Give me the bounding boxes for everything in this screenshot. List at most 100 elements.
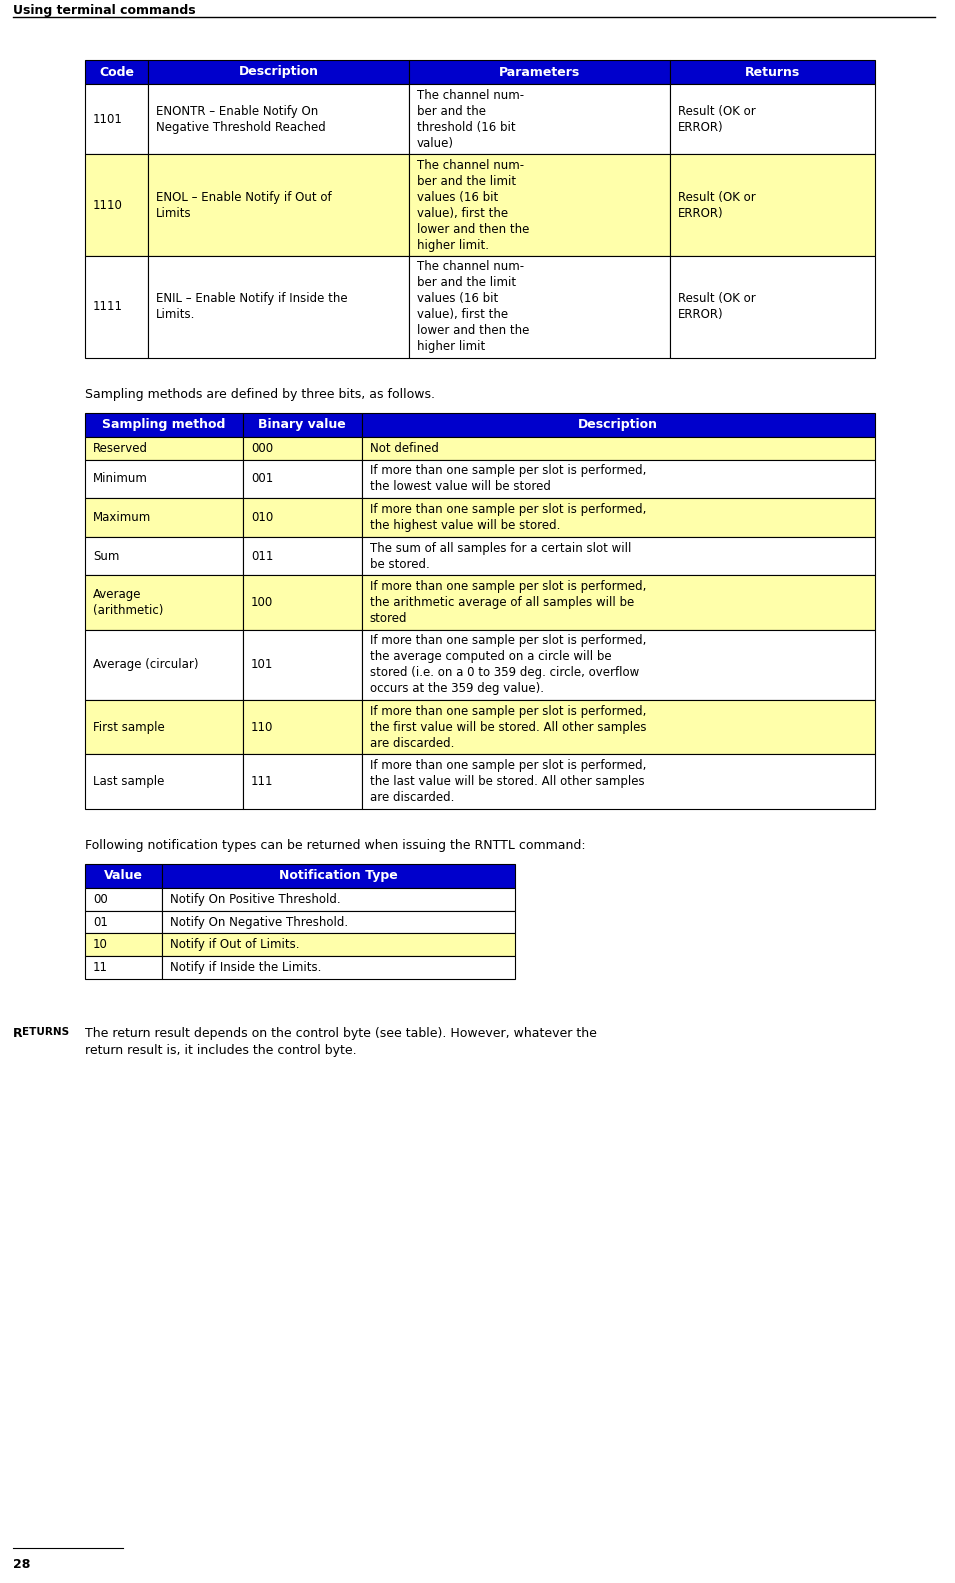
Bar [148,84,409,154]
Bar [243,537,362,575]
Bar [162,888,515,910]
Text: If more than one sample per slot is performed,
the average computed on a circle : If more than one sample per slot is perf… [370,635,646,695]
Bar [85,910,162,934]
Text: The sum of all samples for a certain slot will
be stored.: The sum of all samples for a certain slo… [370,541,631,570]
Text: Value: Value [104,869,143,882]
Bar [85,256,148,358]
Bar [85,888,162,910]
Bar [85,934,162,956]
Bar [85,537,243,575]
Text: R: R [13,1027,23,1040]
Text: Notify if Out of Limits.: Notify if Out of Limits. [170,939,300,951]
Text: Sum: Sum [93,549,119,562]
Bar [148,60,409,84]
Text: Result (OK or
ERROR): Result (OK or ERROR) [678,190,755,220]
Text: If more than one sample per slot is performed,
the first value will be stored. A: If more than one sample per slot is perf… [370,704,646,750]
Text: ENIL – Enable Notify if Inside the
Limits.: ENIL – Enable Notify if Inside the Limit… [157,293,348,321]
Text: Not defined: Not defined [370,442,438,454]
Bar [85,499,243,537]
Bar [669,154,875,256]
Text: Maximum: Maximum [93,511,151,524]
Bar [85,755,243,809]
Bar [362,499,875,537]
Bar [362,537,875,575]
Text: Result (OK or
ERROR): Result (OK or ERROR) [678,104,755,133]
Bar [85,459,243,499]
Text: The channel num-
ber and the limit
values (16 bit
value), first the
lower and th: The channel num- ber and the limit value… [417,260,529,353]
Text: Returns: Returns [745,65,800,79]
Bar [362,755,875,809]
Text: 00: 00 [93,893,108,905]
Text: Sampling methods are defined by three bits, as follows.: Sampling methods are defined by three bi… [85,388,435,400]
Bar [669,60,875,84]
Text: Notify if Inside the Limits.: Notify if Inside the Limits. [170,961,322,974]
Bar [243,459,362,499]
Text: Average
(arithmetic): Average (arithmetic) [93,589,163,617]
Text: Binary value: Binary value [259,418,346,431]
Text: 001: 001 [251,472,273,486]
Text: ENONTR – Enable Notify On
Negative Threshold Reached: ENONTR – Enable Notify On Negative Thres… [157,104,326,133]
Bar [362,437,875,459]
Text: Description: Description [239,65,319,79]
Text: Notify On Positive Threshold.: Notify On Positive Threshold. [170,893,341,905]
Bar [362,459,875,499]
Bar [409,154,669,256]
Bar [243,755,362,809]
Text: 1110: 1110 [93,198,123,212]
Text: Last sample: Last sample [93,776,164,788]
Bar [85,700,243,755]
Bar [669,256,875,358]
Text: ENOL – Enable Notify if Out of
Limits: ENOL – Enable Notify if Out of Limits [157,190,331,220]
Text: 011: 011 [251,549,273,562]
Text: The channel num-
ber and the limit
values (16 bit
value), first the
lower and th: The channel num- ber and the limit value… [417,158,529,252]
Text: If more than one sample per slot is performed,
the highest value will be stored.: If more than one sample per slot is perf… [370,503,646,532]
Bar [148,256,409,358]
Bar [243,413,362,437]
Bar [85,60,148,84]
Text: 111: 111 [251,776,273,788]
Bar [362,413,875,437]
Text: 01: 01 [93,915,108,929]
Bar [243,499,362,537]
Bar [362,700,875,755]
Text: 000: 000 [251,442,273,454]
Text: If more than one sample per slot is performed,
the arithmetic average of all sam: If more than one sample per slot is perf… [370,579,646,625]
Bar [409,60,669,84]
Text: Notify On Negative Threshold.: Notify On Negative Threshold. [170,915,349,929]
Bar [85,437,243,459]
Bar [243,700,362,755]
Text: Sampling method: Sampling method [102,418,225,431]
Text: Code: Code [99,65,134,79]
Bar [362,575,875,630]
Bar [85,84,148,154]
Bar [243,575,362,630]
Bar [409,256,669,358]
Text: 1101: 1101 [93,112,123,125]
Text: First sample: First sample [93,720,165,733]
Text: Parameters: Parameters [499,65,580,79]
Text: 010: 010 [251,511,273,524]
Text: The return result depends on the control byte (see table). However, whatever the: The return result depends on the control… [85,1027,597,1057]
Bar [162,956,515,978]
Text: Notification Type: Notification Type [279,869,398,882]
Text: ETURNS: ETURNS [22,1027,69,1037]
Bar [669,84,875,154]
Text: Using terminal commands: Using terminal commands [13,5,196,17]
Text: Average (circular): Average (circular) [93,659,199,671]
Text: Following notification types can be returned when issuing the RNTTL command:: Following notification types can be retu… [85,839,585,852]
Text: 1111: 1111 [93,301,123,313]
Bar [162,864,515,888]
Bar [409,84,669,154]
Text: 28: 28 [13,1558,31,1570]
Bar [85,154,148,256]
Bar [243,630,362,700]
Text: If more than one sample per slot is performed,
the lowest value will be stored: If more than one sample per slot is perf… [370,464,646,494]
Text: Description: Description [578,418,658,431]
Text: 101: 101 [251,659,273,671]
Text: 10: 10 [93,939,108,951]
Text: Minimum: Minimum [93,472,148,486]
Bar [243,437,362,459]
Bar [85,630,243,700]
Bar [85,413,243,437]
Bar [148,154,409,256]
